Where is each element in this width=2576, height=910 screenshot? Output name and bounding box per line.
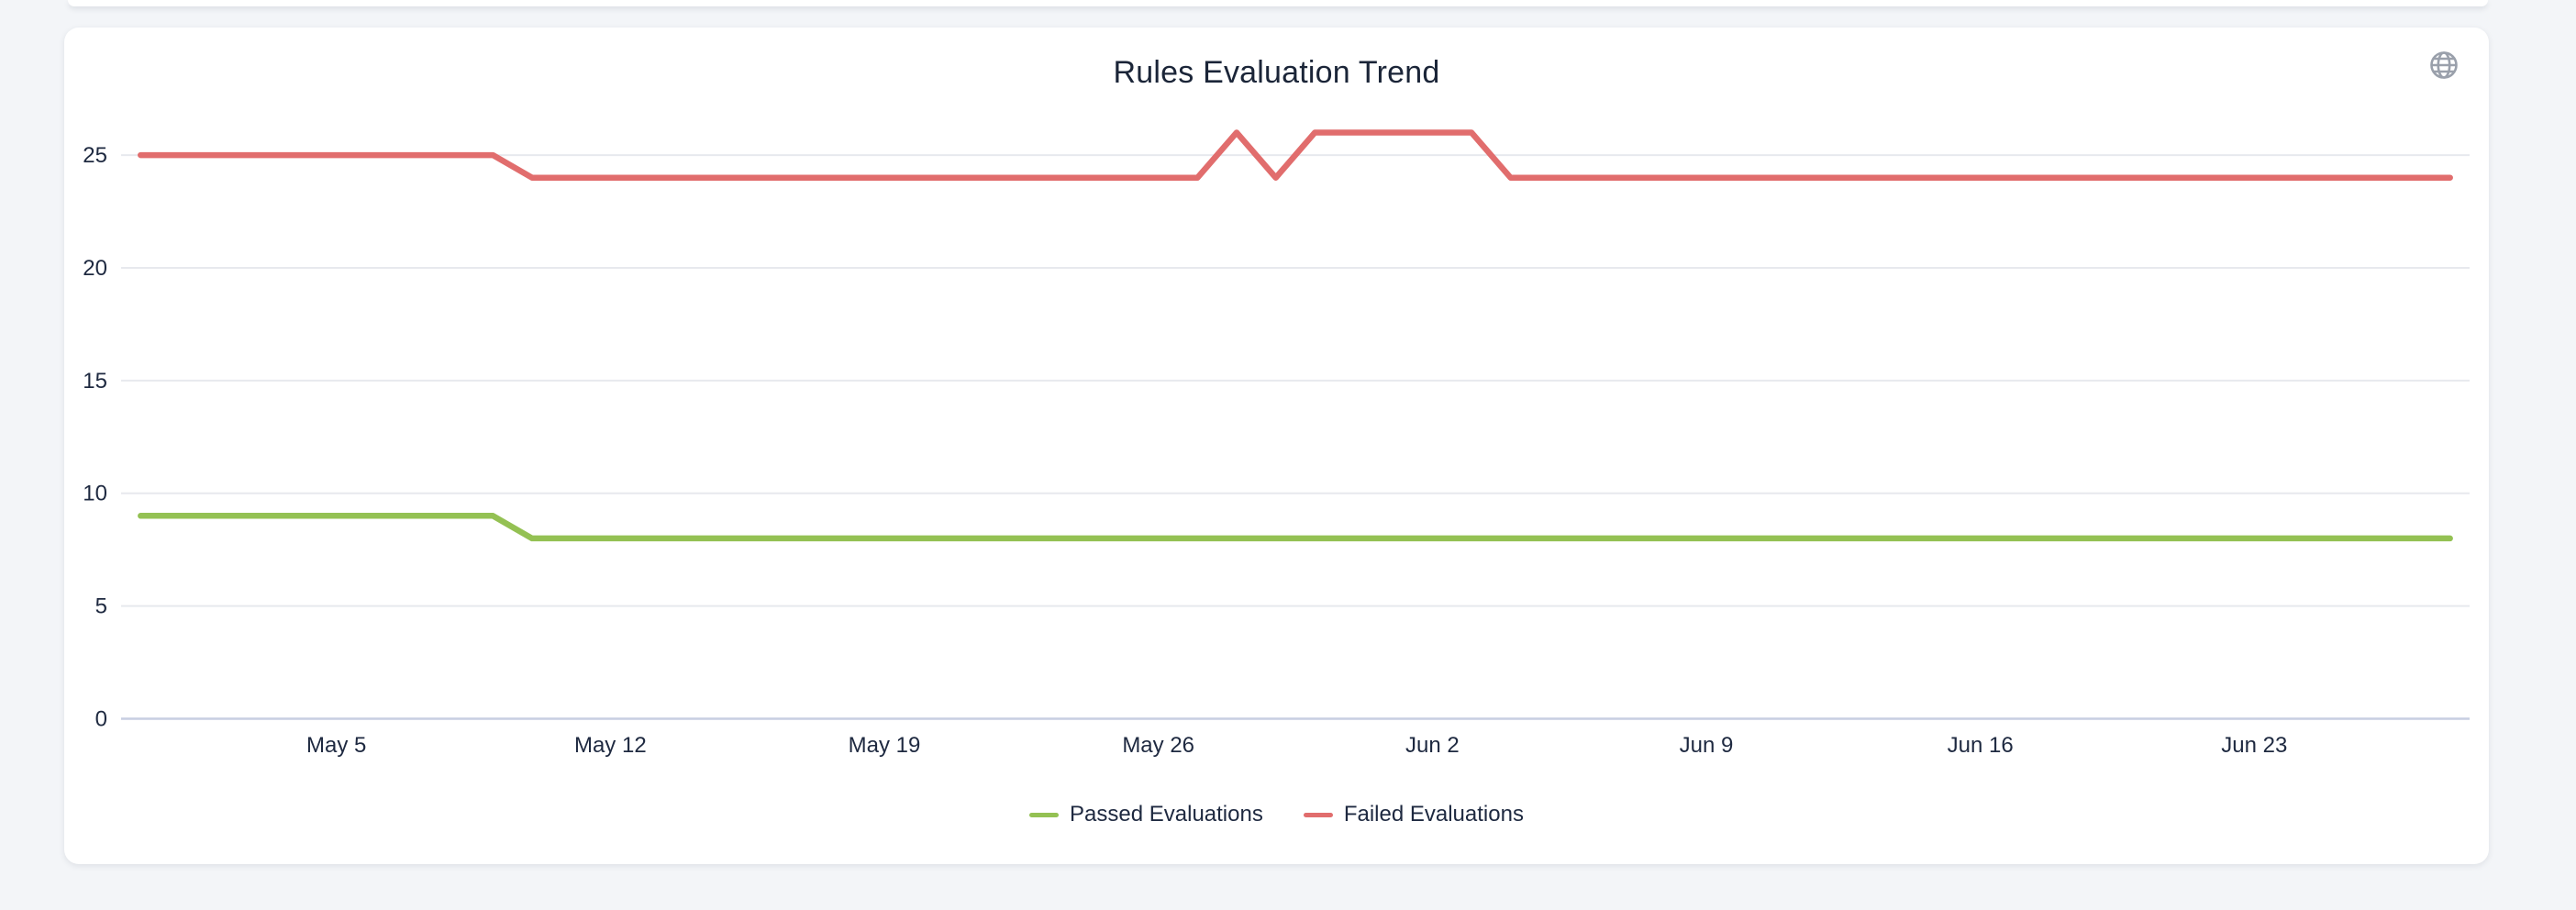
x-axis-label: Jun 23 <box>2221 733 2287 758</box>
failed-series-color-dash <box>1303 812 1333 817</box>
x-axis-label: May 19 <box>849 733 921 758</box>
y-axis-label: 20 <box>83 256 107 281</box>
y-axis-label: 15 <box>83 369 107 394</box>
globe-button[interactable] <box>2424 45 2464 85</box>
previous-card-bottom-edge <box>68 0 2488 6</box>
series-line-passed-evaluations <box>138 513 2453 542</box>
x-axis-label: Jun 16 <box>1948 733 2014 758</box>
y-axis-label: 0 <box>95 707 107 732</box>
y-axis-label: 5 <box>95 594 107 619</box>
passed-series-color-dash <box>1029 812 1060 817</box>
legend-label-passed: Passed Evaluations <box>1070 802 1263 827</box>
legend-item-passed-evaluations[interactable]: Passed Evaluations <box>1029 802 1263 827</box>
chart-legend: Passed Evaluations Failed Evaluations <box>64 798 2489 831</box>
series-line-failed-evaluations <box>138 129 2453 181</box>
chart-title: Rules Evaluation Trend <box>1113 55 1440 90</box>
y-axis-label: 10 <box>83 482 107 506</box>
legend-item-failed-evaluations[interactable]: Failed Evaluations <box>1303 802 1524 827</box>
x-axis-label: Jun 2 <box>1405 733 1460 758</box>
line-chart-canvas[interactable]: 0 5 10 15 20 25 May 5 May 12 May 19 May 26 Jun 2 Ju… <box>64 28 2489 864</box>
x-axis-label: May 12 <box>574 733 647 758</box>
legend-label-failed: Failed Evaluations <box>1343 802 1524 827</box>
x-axis-label: Jun 9 <box>1680 733 1734 758</box>
y-axis-label: 25 <box>83 143 107 168</box>
x-axis-label: May 26 <box>1122 733 1194 758</box>
x-axis-label: May 5 <box>306 733 366 758</box>
rules-evaluation-trend-card: Rules Evaluation Trend 0 5 10 15 20 25 May 5 Ma… <box>64 28 2489 864</box>
globe-icon <box>2430 51 2458 79</box>
